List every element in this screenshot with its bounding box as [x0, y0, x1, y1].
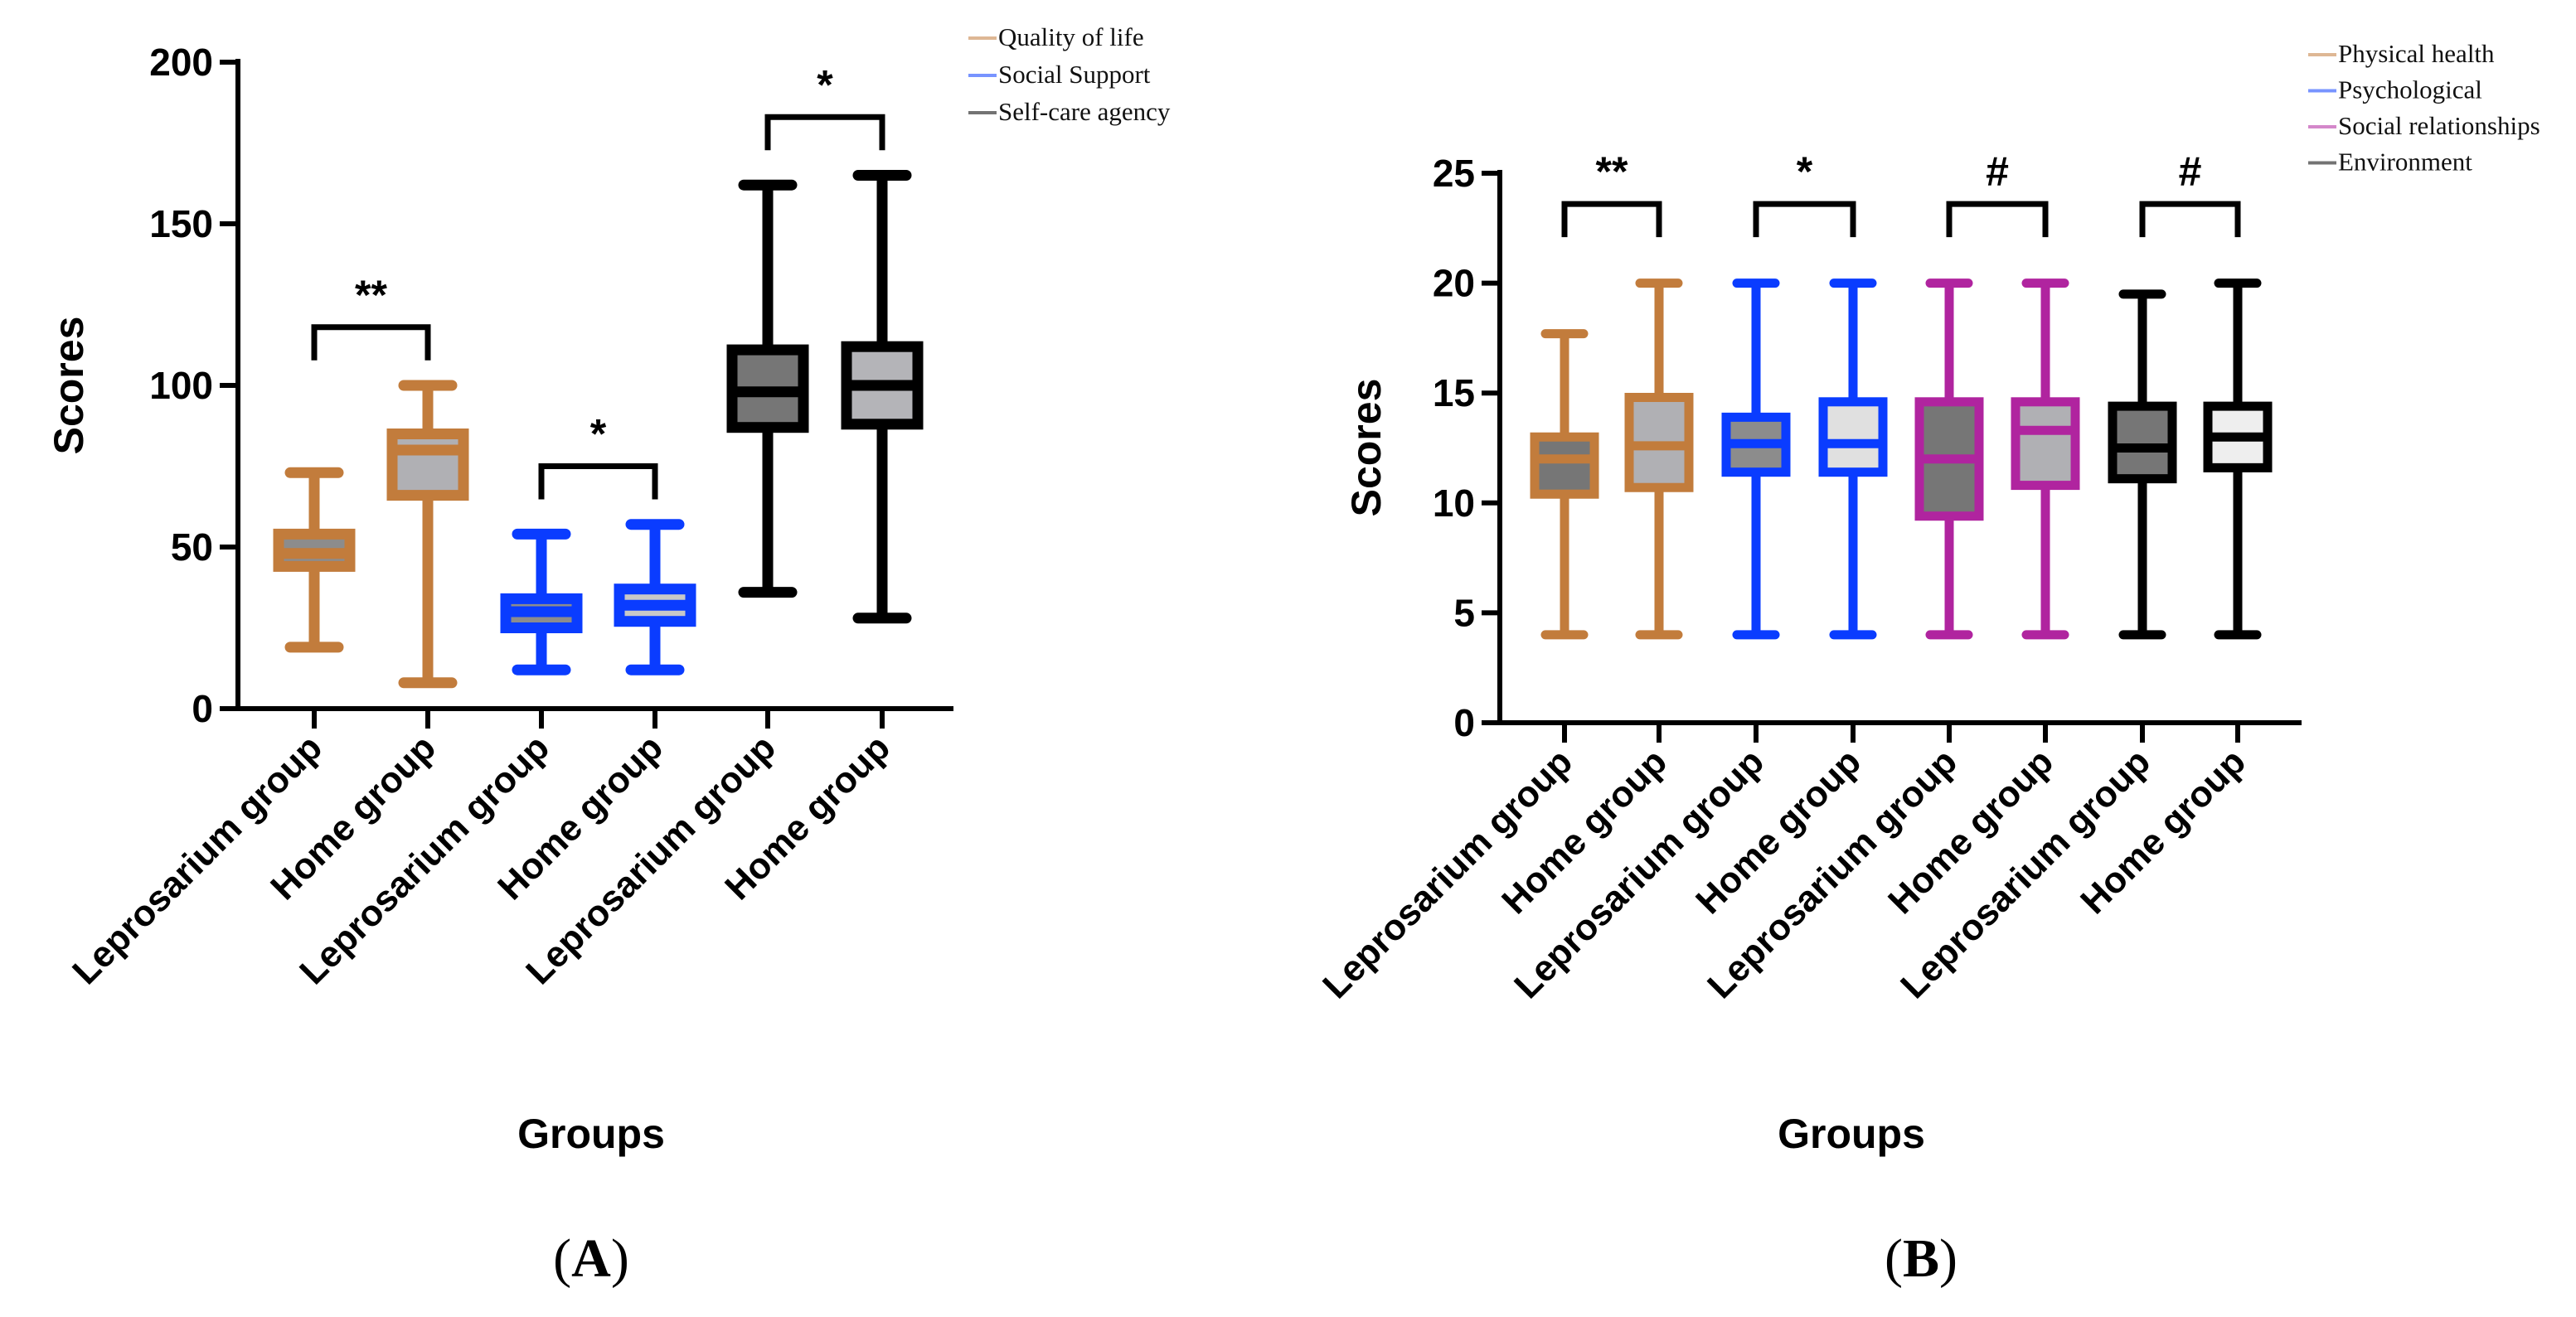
- legend-label: Social Support: [998, 60, 1151, 89]
- significance-bracket: [1561, 201, 1662, 238]
- legend-label: Psychological: [2338, 75, 2482, 104]
- y-tick-label: 20: [1433, 262, 1475, 305]
- x-category-label: Home group: [1494, 741, 1675, 922]
- significance-bracket: [311, 324, 431, 361]
- y-tick-label: 50: [171, 525, 213, 569]
- significance-label: #: [2179, 148, 2202, 195]
- y-tick-label: 5: [1453, 591, 1475, 634]
- y-tick-label: 150: [149, 202, 213, 245]
- significance-label: **: [1596, 148, 1628, 195]
- chart-b: 0 5 10 15 20 25 Scores Groups (B) Leprosarium gro…: [1315, 39, 2540, 1289]
- panel-label: (A): [553, 1228, 629, 1289]
- x-category-label: Home group: [2073, 741, 2253, 922]
- box-iqr: [2011, 397, 2080, 491]
- box-iqr: [2108, 401, 2177, 484]
- y-axis-title: Scores: [1343, 379, 1390, 517]
- x-category-label: Home group: [1880, 741, 2061, 922]
- box-iqr: [386, 429, 469, 501]
- y-axis-title: Scores: [46, 317, 92, 455]
- significance-label: **: [355, 272, 387, 318]
- box-plot: Home group: [717, 170, 924, 908]
- x-axis-title: Groups: [517, 1111, 665, 1157]
- significance-bracket: [2139, 201, 2241, 238]
- y-tick-label: 0: [1453, 701, 1475, 744]
- box-iqr: [1530, 432, 1599, 499]
- y-tick-label: 15: [1433, 371, 1475, 414]
- significance-bracket: [538, 463, 658, 500]
- box-plot: Leprosarium group: [1700, 278, 1984, 1006]
- panel-letter: B: [1903, 1228, 1939, 1289]
- y-tick-label: 0: [192, 687, 213, 730]
- significance-label: #: [1986, 148, 2009, 195]
- legend-label: Social relationships: [2338, 111, 2540, 140]
- y-tick-label: 25: [1433, 152, 1475, 195]
- significance-bracket: [1946, 201, 2049, 238]
- significance-bracket: [764, 114, 885, 151]
- legend-label: Quality of life: [998, 22, 1144, 51]
- significance-bracket: [1753, 201, 1856, 238]
- legend-label: Environment: [2338, 148, 2472, 177]
- box-iqr: [1818, 397, 1888, 477]
- y-tick-label: 100: [149, 364, 213, 407]
- panel-letter: A: [571, 1228, 611, 1289]
- significance-label: *: [817, 61, 833, 108]
- significance-label: *: [1797, 148, 1813, 195]
- x-axis-title: Groups: [1778, 1111, 1925, 1157]
- significance-label: *: [590, 411, 607, 458]
- box-plot: Leprosarium group: [1506, 278, 1791, 1006]
- panel-label: (B): [1885, 1228, 1957, 1289]
- legend-label: Self-care agency: [998, 97, 1171, 126]
- y-tick-label: 10: [1433, 482, 1475, 525]
- y-tick-label: 200: [149, 41, 213, 84]
- legend-label: Physical health: [2338, 39, 2495, 68]
